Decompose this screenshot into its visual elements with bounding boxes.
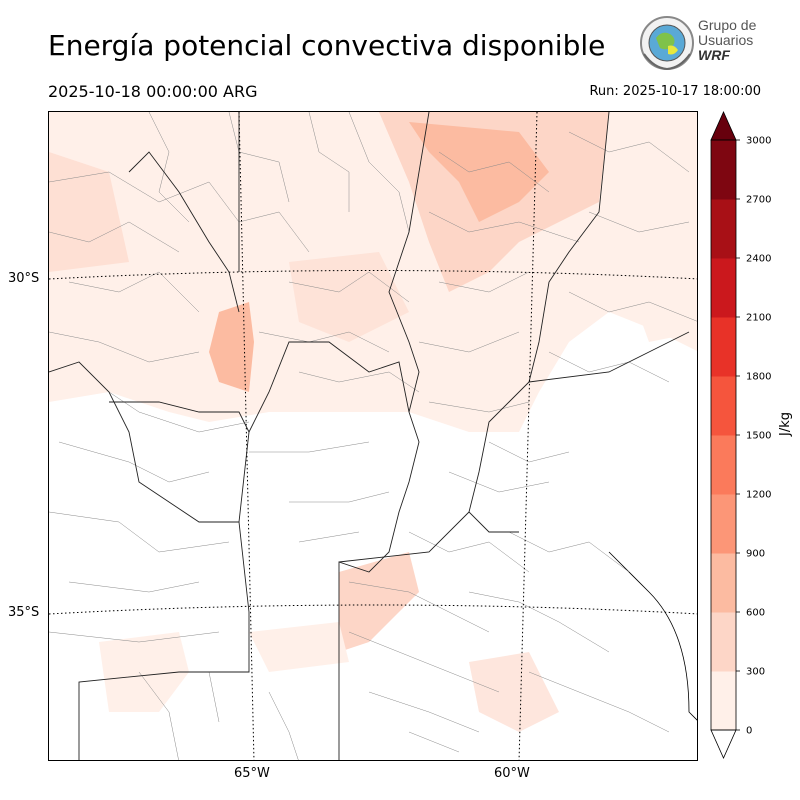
colorbar-tick-label: 0 (746, 726, 752, 737)
colorbar-segment (711, 435, 736, 495)
colorbar-segment (711, 258, 736, 318)
globe-icon (640, 16, 694, 71)
map-canvas (49, 112, 697, 760)
graticule (49, 112, 697, 760)
logo-text: Grupo de Usuarios WRF (698, 17, 757, 63)
lon-label-60w: 60°W (494, 766, 530, 781)
colorbar-segment (711, 612, 736, 672)
colorbar-extend-min (710, 729, 737, 759)
colorbar-extend-max (710, 111, 737, 141)
colorbar-tick-label: 1800 (746, 372, 771, 383)
valid-time: 2025-10-18 00:00:00 ARG (48, 82, 258, 101)
colorbar-segment (711, 494, 736, 554)
colorbar-segment (711, 553, 736, 613)
department-boundaries (49, 112, 697, 760)
colorbar-tick-label: 2700 (746, 195, 771, 206)
colorbar-segment (711, 140, 736, 200)
colorbar-tick-label: 900 (746, 549, 765, 560)
colorbar-segment (711, 376, 736, 436)
lat-label-30s: 30°S (8, 271, 40, 286)
colorbar: 3000 2700 2400 2100 1800 1500 1200 900 600 300 0 (700, 110, 790, 770)
colorbar-tick-label: 600 (746, 608, 765, 619)
province-boundaries (49, 112, 690, 760)
colorbar-segment (711, 317, 736, 377)
colorbar-unit-label: J/kg (778, 412, 793, 436)
cape-shading (49, 112, 697, 732)
coastline (608, 551, 697, 721)
lon-label-65w: 65°W (234, 766, 270, 781)
colorbar-segment (711, 199, 736, 259)
colorbar-tick-label: 1200 (746, 490, 771, 501)
colorbar-tick-label: 2100 (746, 313, 771, 324)
wrf-logo: Grupo de Usuarios WRF (638, 14, 768, 74)
colorbar-tick-label: 300 (746, 667, 765, 678)
colorbar-tick-label: 1500 (746, 431, 771, 442)
lat-label-35s: 35°S (8, 605, 40, 620)
colorbar-tick-label: 2400 (746, 254, 771, 265)
map-title: Energía potencial convectiva disponible (48, 29, 606, 62)
cape-map[interactable] (48, 111, 698, 761)
colorbar-tick-label: 3000 (746, 136, 771, 147)
run-time: Run: 2025-10-17 18:00:00 (589, 84, 761, 99)
colorbar-segment (711, 671, 736, 731)
